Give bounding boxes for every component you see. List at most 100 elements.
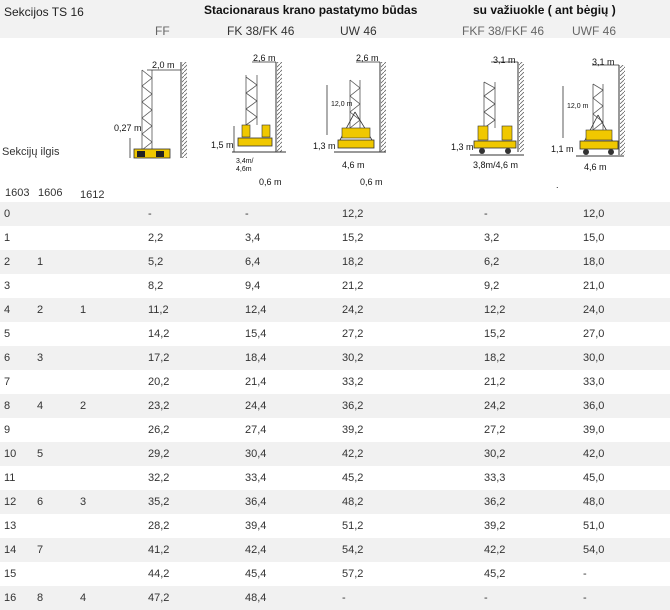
- cell-ff: 28,2: [148, 520, 170, 532]
- cell-ff: 14,2: [148, 328, 170, 340]
- cell-uwf: -: [583, 568, 587, 580]
- cell-ff: 44,2: [148, 568, 170, 580]
- dim-uw-offset: 0,6 m: [360, 177, 383, 187]
- cell-fk: 3,4: [245, 232, 261, 244]
- cell-ff: 35,2: [148, 496, 170, 508]
- section-col-1612: 1612: [80, 189, 105, 201]
- group-heading-stationary: Stacionaraus krano pastatymo būdas: [204, 3, 418, 17]
- header-bar: [0, 0, 670, 38]
- cell-1603: 15: [4, 568, 17, 580]
- cell-1603: 6: [4, 352, 11, 364]
- cell-fk: 39,4: [245, 520, 267, 532]
- cell-uw: 48,2: [342, 496, 364, 508]
- cell-1606: 2: [37, 304, 44, 316]
- cell-uw: -: [342, 592, 346, 604]
- cell-fk: 24,4: [245, 400, 267, 412]
- cell-uwf: 21,0: [583, 280, 605, 292]
- cell-uw: 18,2: [342, 256, 364, 268]
- cell-ff: 23,2: [148, 400, 170, 412]
- dim-ff-height: 0,27 m: [114, 123, 142, 133]
- table-row: 7 20,2 21,4 33,2 21,2 33,0: [0, 370, 670, 394]
- dim-uw-base: 4,6 m: [342, 160, 365, 170]
- dim-uw-height: 1,3 m: [313, 141, 336, 151]
- cell-1603: 13: [4, 520, 17, 532]
- diagram-uw: 2,6 m 12,0 m 1,3 m 4,6 m 0,6 m: [313, 53, 386, 187]
- cell-uwf: 36,0: [583, 400, 605, 412]
- dim-uw-width: 2,6 m: [356, 53, 379, 63]
- cell-ff: 41,2: [148, 544, 170, 556]
- table-row: 4 2 1 11,2 12,4 24,2 12,2 24,0: [0, 298, 670, 322]
- dim-uw-tall: 12,0 m: [331, 101, 353, 108]
- cell-fk: 45,4: [245, 568, 267, 580]
- cell-1603: 16: [4, 592, 17, 604]
- diagram-uwf: 3,1 m 12,0 m 1,1 m 4,6 m .: [551, 57, 625, 190]
- cell-fk: 12,4: [245, 304, 267, 316]
- cell-fk: 42,4: [245, 544, 267, 556]
- cell-1603: 0: [4, 208, 11, 220]
- dim-fkf-base: 3,8m/4,6 m: [473, 160, 518, 170]
- section-col-1603: 1603: [5, 187, 30, 199]
- cell-fkf: 45,2: [484, 568, 506, 580]
- cell-fkf: 15,2: [484, 328, 506, 340]
- cell-fk: 18,4: [245, 352, 267, 364]
- table-row: 1 2,2 3,4 15,2 3,2 15,0: [0, 226, 670, 250]
- col-head-fk: FK 38/FK 46: [227, 24, 295, 38]
- cell-1612: 4: [80, 592, 87, 604]
- cell-fkf: 18,2: [484, 352, 506, 364]
- cell-1606: 3: [37, 352, 44, 364]
- cell-uw: 45,2: [342, 472, 364, 484]
- cell-fkf: 39,2: [484, 520, 506, 532]
- dim-fk-base2: 4,6m: [236, 166, 252, 173]
- cell-1603: 1: [4, 232, 11, 244]
- cell-1603: 2: [4, 256, 11, 268]
- cell-uwf: 24,0: [583, 304, 605, 316]
- cell-uw: 42,2: [342, 448, 364, 460]
- cell-fk: 36,4: [245, 496, 267, 508]
- table-row: 0 - - 12,2 - 12,0: [0, 202, 670, 226]
- cell-ff: -: [148, 208, 152, 220]
- cell-uwf: 42,0: [583, 448, 605, 460]
- table-row: 11 32,2 33,4 45,2 33,3 45,0: [0, 466, 670, 490]
- cell-uw: 21,2: [342, 280, 364, 292]
- cell-uwf: 39,0: [583, 424, 605, 436]
- cell-ff: 2,2: [148, 232, 164, 244]
- cell-1606: 6: [37, 496, 44, 508]
- dim-uwf-tall: 12,0 m: [567, 103, 589, 110]
- cell-fk: 33,4: [245, 472, 267, 484]
- dim-fk-height: 1,5 m: [211, 140, 234, 150]
- table-row: 14 7 41,2 42,4 54,2 42,2 54,0: [0, 538, 670, 562]
- cell-uwf: 12,0: [583, 208, 605, 220]
- cell-uwf: -: [583, 592, 587, 604]
- cell-1603: 4: [4, 304, 11, 316]
- cell-1603: 9: [4, 424, 11, 436]
- cell-uwf: 30,0: [583, 352, 605, 364]
- cell-uwf: 54,0: [583, 544, 605, 556]
- crane-diagrams: 2,0 m 0,27 m 2,6 m 1,5 m 3,4m/ 4,6m 0,6 …: [114, 53, 625, 190]
- cell-ff: 26,2: [148, 424, 170, 436]
- cell-fkf: 30,2: [484, 448, 506, 460]
- cell-uwf: 15,0: [583, 232, 605, 244]
- cell-1603: 11: [4, 472, 16, 484]
- table-title: Sekcijos TS 16: [4, 5, 84, 19]
- table-row: 15 44,2 45,4 57,2 45,2 -: [0, 562, 670, 586]
- col-head-uwf: UWF 46: [572, 24, 617, 38]
- cell-uw: 54,2: [342, 544, 364, 556]
- cell-uw: 30,2: [342, 352, 364, 364]
- col-head-fkf: FKF 38/FKF 46: [462, 24, 545, 38]
- cell-fkf: 42,2: [484, 544, 506, 556]
- cell-1606: 1: [37, 256, 44, 268]
- cell-fk: 48,4: [245, 592, 267, 604]
- cell-1603: 5: [4, 328, 11, 340]
- cell-fk: 15,4: [245, 328, 267, 340]
- dim-uwf-height: 1,1 m: [551, 144, 574, 154]
- cell-1606: 4: [37, 400, 44, 412]
- table-row: 12 6 3 35,2 36,4 48,2 36,2 48,0: [0, 490, 670, 514]
- cell-1606: 7: [37, 544, 44, 556]
- cell-fk: 30,4: [245, 448, 267, 460]
- cell-uw: 51,2: [342, 520, 364, 532]
- cell-uwf: 51,0: [583, 520, 605, 532]
- dim-fkf-width: 3,1 m: [493, 55, 516, 65]
- cell-1606: 8: [37, 592, 44, 604]
- cell-fk: -: [245, 208, 249, 220]
- cell-uwf: 48,0: [583, 496, 605, 508]
